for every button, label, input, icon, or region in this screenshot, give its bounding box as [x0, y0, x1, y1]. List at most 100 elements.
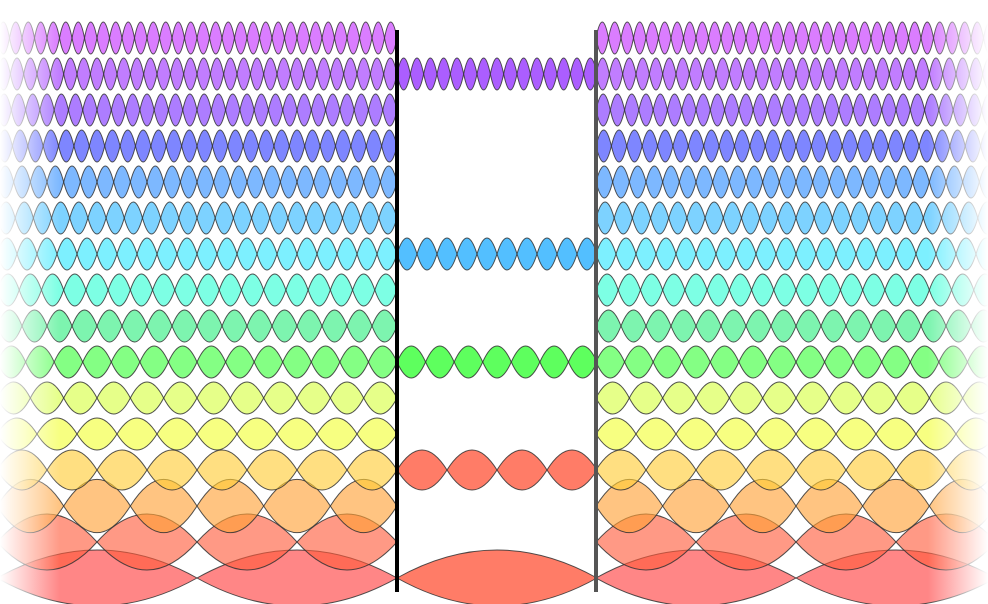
wave-lobe-right-mode-9 — [684, 273, 708, 307]
wave-lobe-left-mode-11 — [378, 201, 397, 235]
wave-lobe-right-mode-7 — [824, 345, 854, 379]
wave-lobe-left-mode-8 — [271, 309, 298, 343]
wave-lobe-center-mode-4 — [546, 449, 598, 491]
wave-lobe-left-mode-6 — [263, 381, 298, 415]
wave-lobe-left-mode-13 — [242, 129, 260, 163]
wave-lobe-left-mode-8 — [146, 309, 173, 343]
right-edge-fade — [928, 0, 988, 604]
wave-lobe-right-mode-14 — [666, 93, 683, 127]
wave-lobe-left-mode-9 — [329, 273, 354, 307]
left-wave-field — [0, 21, 397, 604]
wave-lobe-center-mode-4 — [496, 449, 548, 491]
wave-lobe-left-mode-15 — [209, 57, 225, 91]
wave-lobe-center-mode-7 — [539, 345, 569, 379]
wave-lobe-left-mode-9 — [196, 273, 220, 307]
wave-lobe-right-mode-15 — [808, 57, 824, 91]
wave-lobe-left-mode-16 — [121, 21, 136, 55]
wave-lobe-left-mode-10 — [136, 237, 158, 271]
wave-lobe-right-mode-14 — [881, 93, 897, 127]
wave-lobe-left-mode-15 — [276, 57, 291, 91]
wave-lobe-right-mode-8 — [870, 309, 897, 343]
wave-lobe-left-mode-10 — [116, 237, 138, 271]
wave-lobe-right-mode-6 — [795, 381, 830, 415]
wave-lobe-right-mode-12 — [895, 165, 914, 199]
wave-lobe-right-mode-7 — [881, 345, 911, 379]
wave-lobe-left-mode-9 — [174, 273, 198, 307]
wave-lobe-right-mode-12 — [795, 165, 814, 199]
wave-lobe-left-mode-8 — [346, 309, 373, 343]
wave-lobe-left-mode-12 — [313, 165, 331, 199]
wave-lobe-right-mode-13 — [626, 129, 643, 163]
wave-lobe-right-mode-16 — [707, 21, 722, 55]
wave-lobe-right-mode-15 — [728, 57, 744, 91]
wave-lobe-left-mode-14 — [139, 93, 155, 127]
wave-lobe-right-mode-14 — [681, 93, 697, 127]
wave-lobe-right-mode-8 — [720, 309, 747, 343]
wave-lobe-left-mode-14 — [339, 93, 355, 127]
wave-lobe-right-mode-6 — [862, 381, 897, 415]
wave-lobe-right-mode-13 — [872, 129, 889, 163]
wave-lobe-left-mode-10 — [236, 237, 258, 271]
wave-lobe-right-mode-7 — [624, 345, 654, 379]
wave-lobe-right-mode-12 — [645, 165, 664, 199]
wave-lobe-right-mode-13 — [718, 129, 735, 163]
wave-lobe-right-mode-13 — [641, 129, 659, 163]
wave-lobe-right-mode-15 — [835, 57, 850, 91]
wave-lobe-left-mode-7 — [253, 345, 284, 379]
wave-lobe-right-mode-13 — [596, 129, 612, 163]
wave-lobe-right-mode-13 — [764, 129, 782, 163]
wave-lobe-right-mode-16 — [657, 21, 672, 55]
wave-lobe-right-mode-11 — [904, 201, 924, 235]
wave-lobe-right-mode-10 — [875, 237, 897, 271]
wave-lobe-left-mode-12 — [113, 165, 131, 199]
wave-lobe-left-mode-10 — [296, 237, 318, 271]
wave-lobe-right-mode-16 — [807, 21, 822, 55]
wave-lobe-left-mode-4 — [346, 449, 397, 491]
wave-lobe-center-mode-10 — [496, 237, 518, 271]
wave-lobe-right-mode-8 — [695, 309, 722, 343]
wave-lobe-right-mode-13 — [610, 129, 628, 163]
wave-lobe-right-mode-5 — [596, 417, 637, 451]
wave-lobe-left-mode-15 — [316, 57, 331, 91]
wave-lobe-right-mode-9 — [639, 273, 664, 307]
wave-lobe-right-mode-9 — [839, 273, 864, 307]
wave-lobe-right-mode-15 — [795, 57, 810, 91]
wave-lobe-left-mode-7 — [82, 345, 112, 379]
wave-lobe-right-mode-14 — [852, 93, 868, 127]
wave-lobe-right-mode-15 — [715, 57, 730, 91]
wave-lobe-right-mode-10 — [855, 237, 877, 271]
wave-lobe-left-mode-16 — [258, 21, 273, 55]
wave-lobe-left-mode-11 — [360, 201, 380, 235]
wave-lobe-right-mode-9 — [795, 273, 819, 307]
wave-lobe-left-mode-14 — [167, 93, 184, 127]
wave-lobe-center-mode-10 — [476, 237, 498, 271]
wave-lobe-left-mode-16 — [146, 21, 161, 55]
wave-lobe-left-mode-13 — [119, 129, 136, 163]
wave-lobe-right-mode-12 — [728, 165, 747, 199]
left-edge-fade — [0, 0, 60, 604]
wave-lobe-right-mode-16 — [670, 21, 685, 55]
wave-lobe-left-mode-6 — [229, 381, 265, 415]
wave-lobe-center-mode-4 — [446, 449, 498, 491]
wave-lobe-left-mode-14 — [325, 93, 341, 127]
wave-lobe-right-mode-16 — [770, 21, 785, 55]
wave-lobe-left-mode-15 — [223, 57, 238, 91]
wave-lobe-left-mode-11 — [305, 201, 325, 235]
wave-lobe-left-mode-12 — [363, 165, 381, 199]
wave-lobe-left-mode-8 — [371, 309, 397, 343]
wave-lobe-right-mode-12 — [762, 165, 780, 199]
wave-lobe-right-mode-7 — [652, 345, 683, 379]
wave-lobe-left-mode-4 — [246, 449, 298, 491]
wave-lobe-right-mode-14 — [809, 93, 826, 127]
wave-lobe-left-mode-7 — [225, 345, 255, 379]
wave-lobe-left-mode-16 — [96, 21, 111, 55]
wave-lobe-left-mode-14 — [367, 93, 384, 127]
wave-lobe-left-mode-7 — [139, 345, 169, 379]
wave-lobe-left-mode-14 — [67, 93, 84, 127]
wave-lobe-left-mode-13 — [150, 129, 167, 163]
wave-lobe-right-mode-6 — [828, 381, 864, 415]
wave-lobe-right-mode-11 — [668, 201, 688, 235]
wave-lobe-left-mode-16 — [296, 21, 311, 55]
wave-lobe-right-mode-10 — [695, 237, 717, 271]
wave-lobe-left-mode-16 — [308, 21, 323, 55]
